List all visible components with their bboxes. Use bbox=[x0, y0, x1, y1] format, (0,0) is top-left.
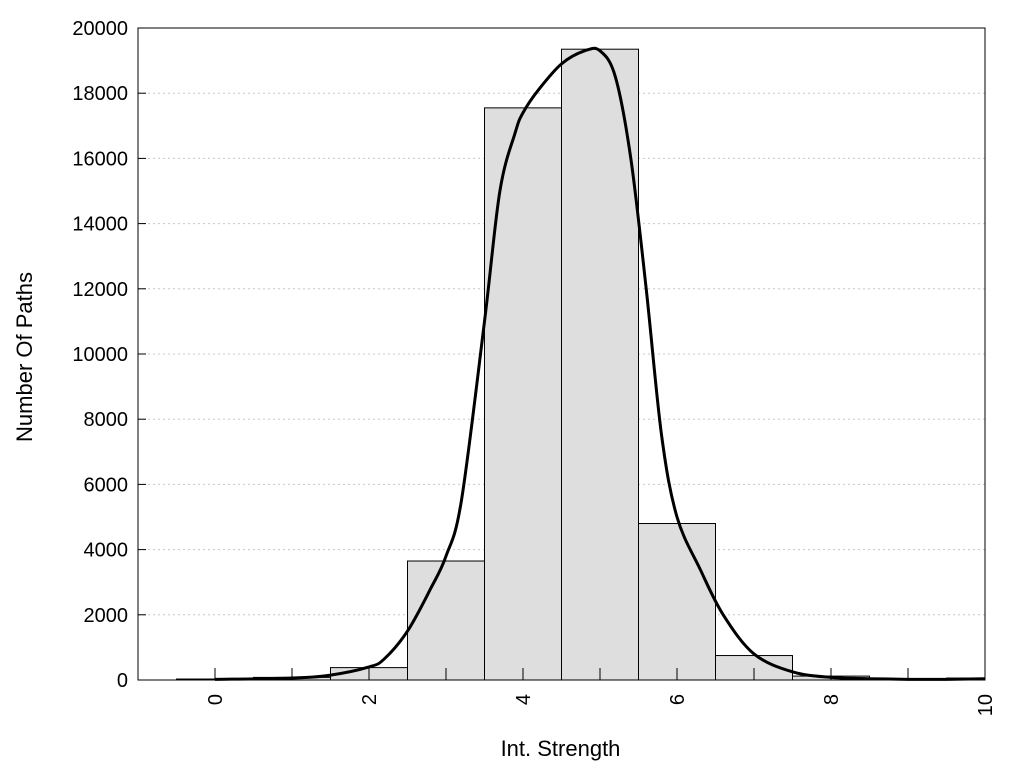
x-axis-ticks: 0 2 4 6 8 10 bbox=[205, 668, 997, 716]
y-tick-label: 8000 bbox=[84, 409, 129, 431]
y-tick-label: 10000 bbox=[72, 344, 128, 366]
x-tick-label: 10 bbox=[975, 694, 997, 716]
y-axis-label: Number Of Paths bbox=[12, 272, 37, 442]
grid-lines bbox=[138, 92, 985, 616]
fit-curve-line bbox=[214, 46, 986, 681]
x-tick-label: 0 bbox=[205, 694, 227, 705]
y-tick-label: 18000 bbox=[72, 83, 128, 105]
y-tick-label: 12000 bbox=[72, 279, 128, 301]
y-tick-label: 4000 bbox=[84, 540, 129, 562]
x-tick-label: 2 bbox=[359, 694, 381, 705]
histogram-bar bbox=[561, 48, 639, 681]
histogram-bar bbox=[484, 107, 562, 681]
x-tick-label: 4 bbox=[513, 694, 535, 705]
histogram-bar bbox=[638, 523, 716, 681]
y-tick-label: 16000 bbox=[72, 148, 128, 170]
y-tick-label: 20000 bbox=[72, 18, 128, 40]
y-tick-label: 2000 bbox=[84, 605, 129, 627]
histogram-bar bbox=[407, 560, 485, 681]
x-tick-label: 6 bbox=[667, 694, 689, 705]
x-axis-label: Int. Strength bbox=[501, 736, 621, 761]
x-tick-label: 8 bbox=[821, 694, 843, 705]
y-tick-label: 6000 bbox=[84, 474, 129, 496]
y-axis-ticks: 0 2000 4000 6000 8000 10000 12000 14000 16000 180… bbox=[72, 18, 146, 692]
histogram-bars bbox=[176, 48, 986, 681]
y-tick-label: 0 bbox=[117, 670, 128, 692]
y-tick-label: 14000 bbox=[72, 214, 128, 236]
